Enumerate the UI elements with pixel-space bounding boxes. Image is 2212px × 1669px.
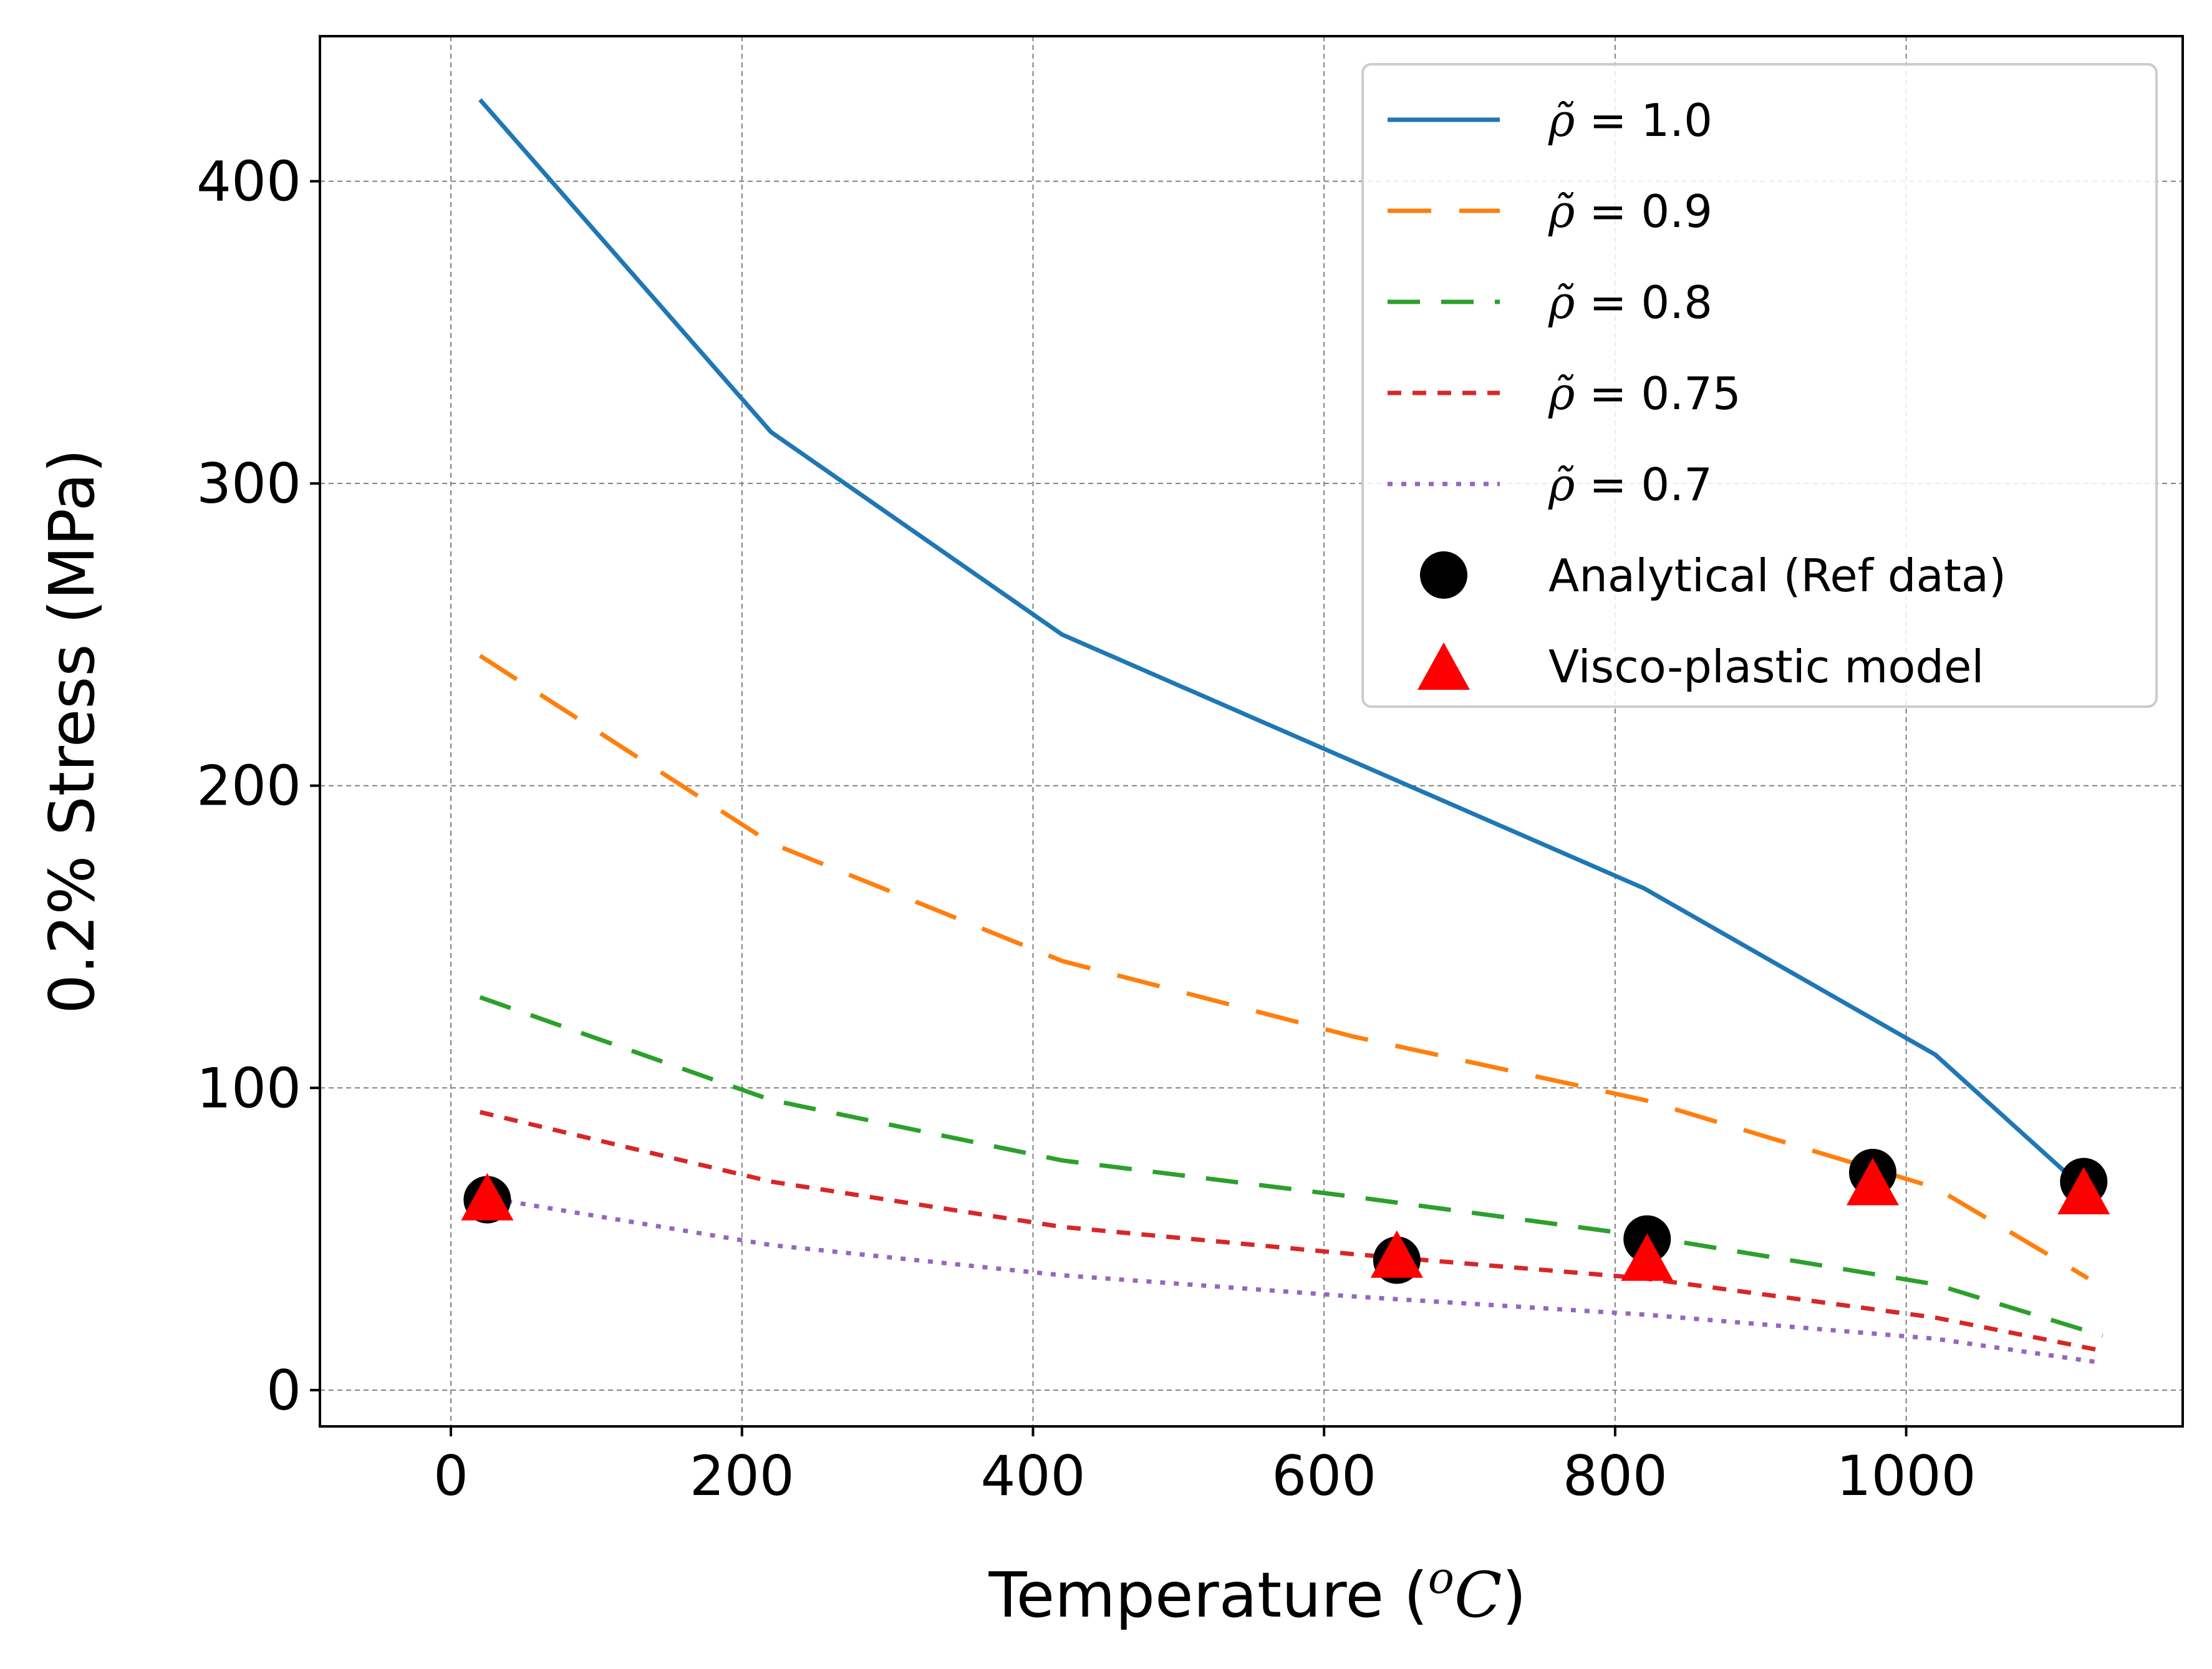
visco-plastic-point — [1846, 1158, 1899, 1206]
legend-symbol: ρ̃ — [1548, 276, 1575, 329]
legend-value: = 0.9 — [1575, 185, 1712, 238]
x-axis-unit-superscript: o — [1428, 1552, 1454, 1604]
y-tick-label: 400 — [196, 150, 301, 214]
x-tick-label: 600 — [1272, 1444, 1376, 1508]
ticks: 0 200 400 600 800 1000 0 100 200 300 400 — [196, 150, 1976, 1508]
y-tick-label: 100 — [196, 1056, 301, 1120]
legend-symbol: ρ̃ — [1548, 367, 1575, 420]
legend-label-7: Visco-plastic model — [1548, 641, 1984, 693]
legend-label-3: ρ̃ = 0.8 — [1548, 276, 1712, 329]
legend-label-6: Analytical (Ref data) — [1548, 549, 2006, 602]
scatter-layer — [461, 1148, 2110, 1284]
legend-symbol: ρ̃ — [1548, 458, 1575, 511]
legend-label-2: ρ̃ = 0.9 — [1548, 185, 1712, 238]
legend-value: = 0.75 — [1575, 367, 1741, 420]
series-line-2 — [478, 654, 2090, 1280]
visco-plastic-point — [1621, 1233, 1674, 1281]
x-axis-title-close: ) — [1502, 1559, 1526, 1632]
visco-plastic-point — [461, 1173, 514, 1221]
y-tick-label: 300 — [196, 452, 301, 516]
legend-label-5: ρ̃ = 0.7 — [1548, 458, 1712, 511]
legend-marker-analytical — [1420, 551, 1467, 599]
x-tick-label: 400 — [980, 1444, 1085, 1508]
visco-plastic-point — [1370, 1230, 1423, 1278]
legend-box — [1361, 63, 2158, 708]
legend-label-1: ρ̃ = 1.0 — [1548, 94, 1712, 147]
y-tick-label: 200 — [196, 754, 301, 818]
plot-frame — [319, 35, 2184, 1428]
y-tick-label: 0 — [266, 1358, 301, 1423]
legend-symbol: ρ̃ — [1548, 94, 1575, 147]
x-axis-title-unit: oC — [1428, 1552, 1502, 1632]
legend-symbol: ρ̃ — [1548, 185, 1575, 238]
series-line-1 — [478, 98, 2104, 1207]
x-axis-title: Temperature (oC) — [988, 1552, 1527, 1632]
series-line-5 — [480, 1194, 2103, 1365]
x-tick-label: 200 — [690, 1444, 794, 1508]
x-axis-unit-base: C — [1454, 1559, 1502, 1632]
x-tick-label: 0 — [433, 1444, 468, 1508]
legend-value: = 0.8 — [1575, 276, 1712, 329]
x-axis-title-text: Temperature ( — [988, 1559, 1428, 1632]
y-axis-title: 0.2% Stress (MPa) — [36, 448, 109, 1013]
legend-marker-visco — [1418, 642, 1470, 690]
x-tick-label: 1000 — [1837, 1444, 1976, 1508]
visco-plastic-point — [2057, 1167, 2110, 1215]
series-line-4 — [479, 1110, 2103, 1353]
legend: ρ̃ = 1.0ρ̃ = 0.9ρ̃ = 0.8ρ̃ = 0.75ρ̃ = 0.… — [1361, 63, 2158, 708]
legend-value: = 0.7 — [1575, 458, 1712, 511]
series-layer — [478, 98, 2104, 1365]
legend-value: = 1.0 — [1575, 94, 1712, 147]
legend-label-4: ρ̃ = 0.75 — [1548, 367, 1741, 420]
x-tick-label: 800 — [1563, 1444, 1668, 1508]
